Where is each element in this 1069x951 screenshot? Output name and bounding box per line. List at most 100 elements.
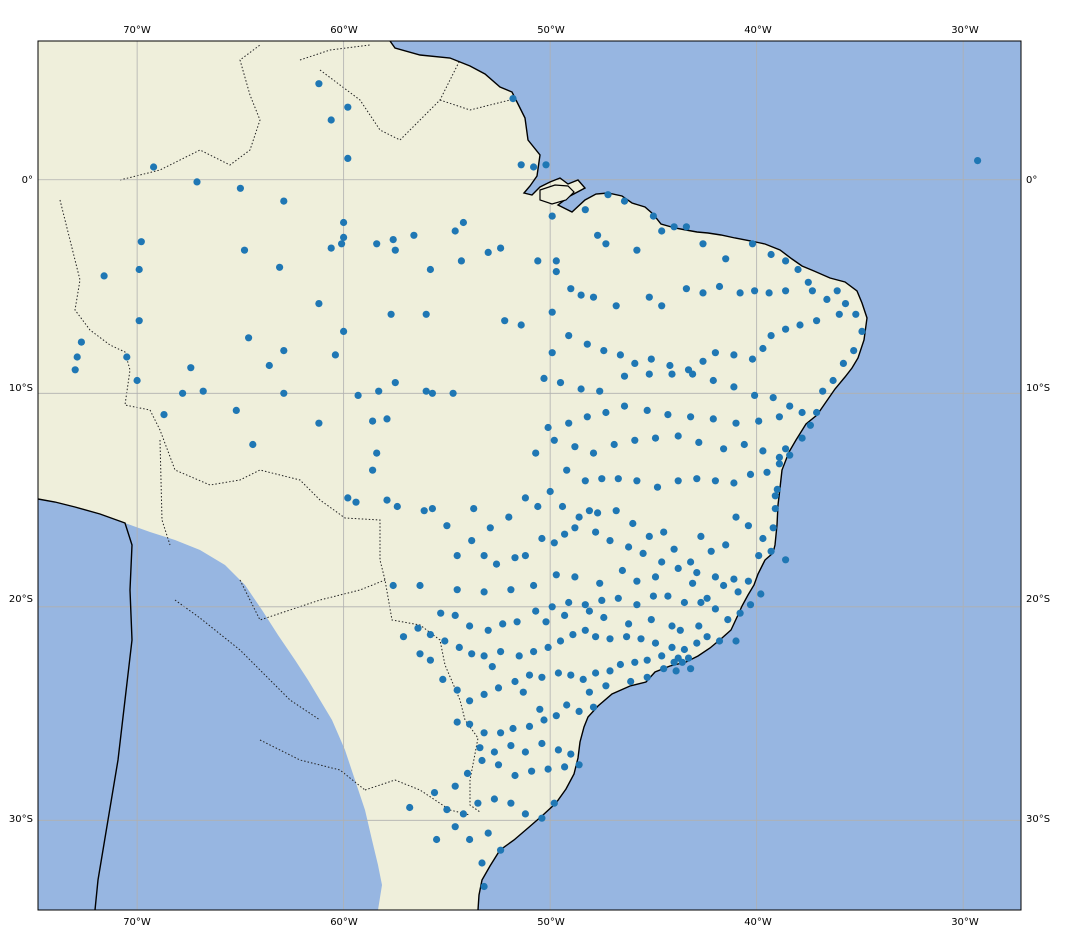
station-marker xyxy=(428,505,436,513)
station-marker xyxy=(567,285,575,293)
station-marker xyxy=(759,344,767,353)
station-marker xyxy=(552,257,560,265)
station-marker xyxy=(490,748,498,756)
station-marker xyxy=(819,387,827,395)
station-marker xyxy=(534,502,542,511)
station-marker xyxy=(391,246,399,254)
station-marker xyxy=(666,361,674,370)
station-marker xyxy=(369,417,377,425)
station-marker xyxy=(658,652,666,660)
station-marker xyxy=(459,218,467,227)
station-marker xyxy=(567,750,575,758)
station-marker xyxy=(536,705,544,713)
lat-label: 30°S xyxy=(9,814,33,825)
station-marker xyxy=(344,154,352,162)
station-marker xyxy=(782,445,790,453)
station-marker xyxy=(135,317,143,325)
station-marker xyxy=(684,654,693,662)
station-marker xyxy=(280,389,288,397)
station-marker xyxy=(670,545,678,553)
station-marker xyxy=(265,361,273,370)
station-marker xyxy=(711,349,720,357)
station-marker xyxy=(340,233,348,241)
station-marker xyxy=(451,782,459,790)
station-marker xyxy=(697,532,705,541)
station-marker xyxy=(775,453,784,461)
station-marker xyxy=(658,227,666,235)
lon-label: 60°W xyxy=(330,917,358,928)
station-marker xyxy=(653,483,662,491)
station-marker xyxy=(732,637,740,645)
station-marker xyxy=(565,419,573,427)
top-lon-labels: 70°W 60°W 50°W 40°W 30°W xyxy=(123,25,979,36)
station-marker xyxy=(658,302,666,310)
station-marker xyxy=(693,475,701,483)
station-marker xyxy=(451,611,459,620)
station-marker xyxy=(629,519,637,528)
station-marker xyxy=(627,677,635,686)
station-marker xyxy=(554,746,563,754)
station-marker xyxy=(150,163,158,171)
station-marker xyxy=(179,389,187,397)
station-marker xyxy=(682,223,691,231)
station-marker xyxy=(552,571,560,579)
station-marker xyxy=(532,607,540,615)
station-marker xyxy=(730,479,738,487)
station-marker xyxy=(558,502,567,511)
station-marker xyxy=(577,385,585,393)
station-marker xyxy=(373,449,381,457)
station-marker xyxy=(369,466,377,474)
station-marker xyxy=(509,724,517,733)
station-marker xyxy=(480,652,488,660)
station-marker xyxy=(480,690,488,699)
station-marker xyxy=(505,513,513,521)
station-marker xyxy=(548,212,556,220)
station-marker xyxy=(383,496,391,504)
lon-label: 60°W xyxy=(330,25,358,36)
station-marker xyxy=(497,244,505,252)
station-marker xyxy=(676,626,684,634)
lon-label: 50°W xyxy=(537,25,565,36)
station-marker xyxy=(829,376,837,385)
station-marker xyxy=(133,376,141,385)
station-marker xyxy=(668,643,676,652)
station-marker xyxy=(439,675,447,684)
station-marker xyxy=(771,492,779,500)
station-marker xyxy=(765,289,773,297)
weather-stations xyxy=(71,80,982,891)
station-marker xyxy=(532,449,540,457)
station-marker xyxy=(974,157,982,165)
station-marker xyxy=(839,359,848,367)
station-marker xyxy=(240,246,249,254)
station-marker xyxy=(674,477,682,485)
station-marker xyxy=(389,581,397,590)
station-marker xyxy=(232,406,240,414)
station-marker xyxy=(722,541,730,549)
station-marker xyxy=(645,293,653,301)
station-marker xyxy=(720,581,728,590)
station-marker xyxy=(631,359,639,367)
station-marker xyxy=(399,633,408,641)
station-marker xyxy=(575,707,583,716)
station-marker xyxy=(538,739,546,748)
station-marker xyxy=(511,677,519,686)
station-marker xyxy=(598,475,606,483)
station-marker xyxy=(720,445,728,453)
station-marker xyxy=(823,295,831,303)
station-marker xyxy=(449,389,457,397)
station-marker xyxy=(391,379,399,387)
station-marker xyxy=(649,592,658,600)
lat-label: 20°S xyxy=(9,594,33,605)
station-marker xyxy=(680,598,689,607)
station-marker xyxy=(709,415,717,423)
marajo-island xyxy=(539,184,575,205)
station-marker xyxy=(77,338,85,346)
station-marker xyxy=(315,419,323,427)
station-marker xyxy=(73,353,81,361)
station-marker xyxy=(645,370,653,378)
station-marker xyxy=(354,391,362,399)
station-marker xyxy=(488,663,496,671)
station-marker xyxy=(594,509,602,517)
station-marker xyxy=(453,552,461,560)
station-marker xyxy=(466,835,474,844)
